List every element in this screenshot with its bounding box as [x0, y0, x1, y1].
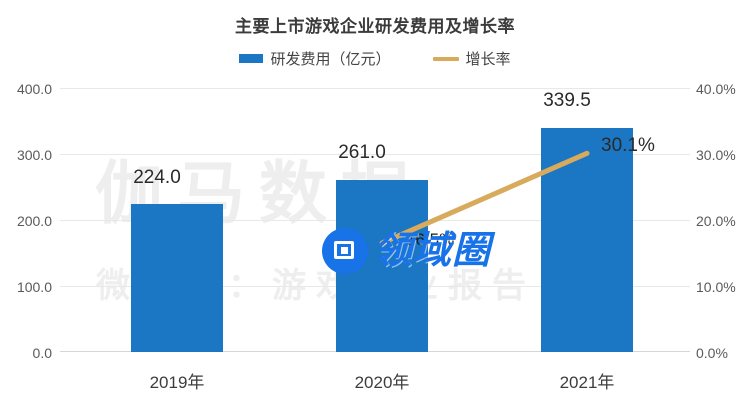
growth-rate-line — [379, 150, 590, 246]
y-axis-right-tick-4: 40.0% — [696, 81, 736, 97]
y-axis-right-tick-3: 30.0% — [696, 147, 736, 163]
rate-label-2020: 16.5% — [406, 230, 455, 249]
y-axis-left-tick-1: 100.0 — [16, 279, 52, 295]
y-axis-left-tick-3: 300.0 — [16, 147, 52, 163]
bar-label-2021: 339.5 — [543, 90, 591, 111]
y-axis-left-tick-4: 400.0 — [16, 81, 52, 97]
x-axis-label-2021: 2021年 — [559, 373, 615, 392]
legend-bar-swatch-icon — [239, 54, 264, 63]
legend-bar-label: 研发费用（亿元） — [270, 51, 391, 68]
bar-2019[interactable] — [131, 204, 223, 352]
legend-item-bar[interactable]: 研发费用（亿元） — [239, 48, 391, 69]
gridline-400 — [60, 88, 690, 89]
y-axis-right-tick-0: 0.0% — [696, 345, 728, 361]
chart-legend: 研发费用（亿元） 增长率 — [0, 48, 750, 69]
rate-label-2021: 30.1% — [601, 135, 655, 156]
gridline-300 — [60, 154, 690, 155]
legend-line-label: 增长率 — [465, 51, 511, 68]
y-axis-left-tick-0: 0.0 — [32, 345, 52, 361]
growth-rate-line-segment — [379, 150, 590, 246]
chart-title: 主要上市游戏企业研发费用及增长率 — [235, 17, 515, 36]
y-axis-left-tick-2: 200.0 — [16, 213, 52, 229]
bar-label-2020: 261.0 — [338, 142, 386, 163]
legend-line-swatch-icon — [432, 56, 459, 61]
bar-label-2019: 224.0 — [133, 167, 181, 188]
y-axis-right-tick-2: 20.0% — [696, 213, 736, 229]
y-axis-right-tick-1: 10.0% — [696, 279, 736, 295]
plot-area — [60, 88, 690, 352]
x-axis-label-2020: 2020年 — [354, 373, 410, 392]
legend-item-line[interactable]: 增长率 — [432, 48, 511, 69]
x-axis-label-2019: 2019年 — [149, 373, 205, 392]
